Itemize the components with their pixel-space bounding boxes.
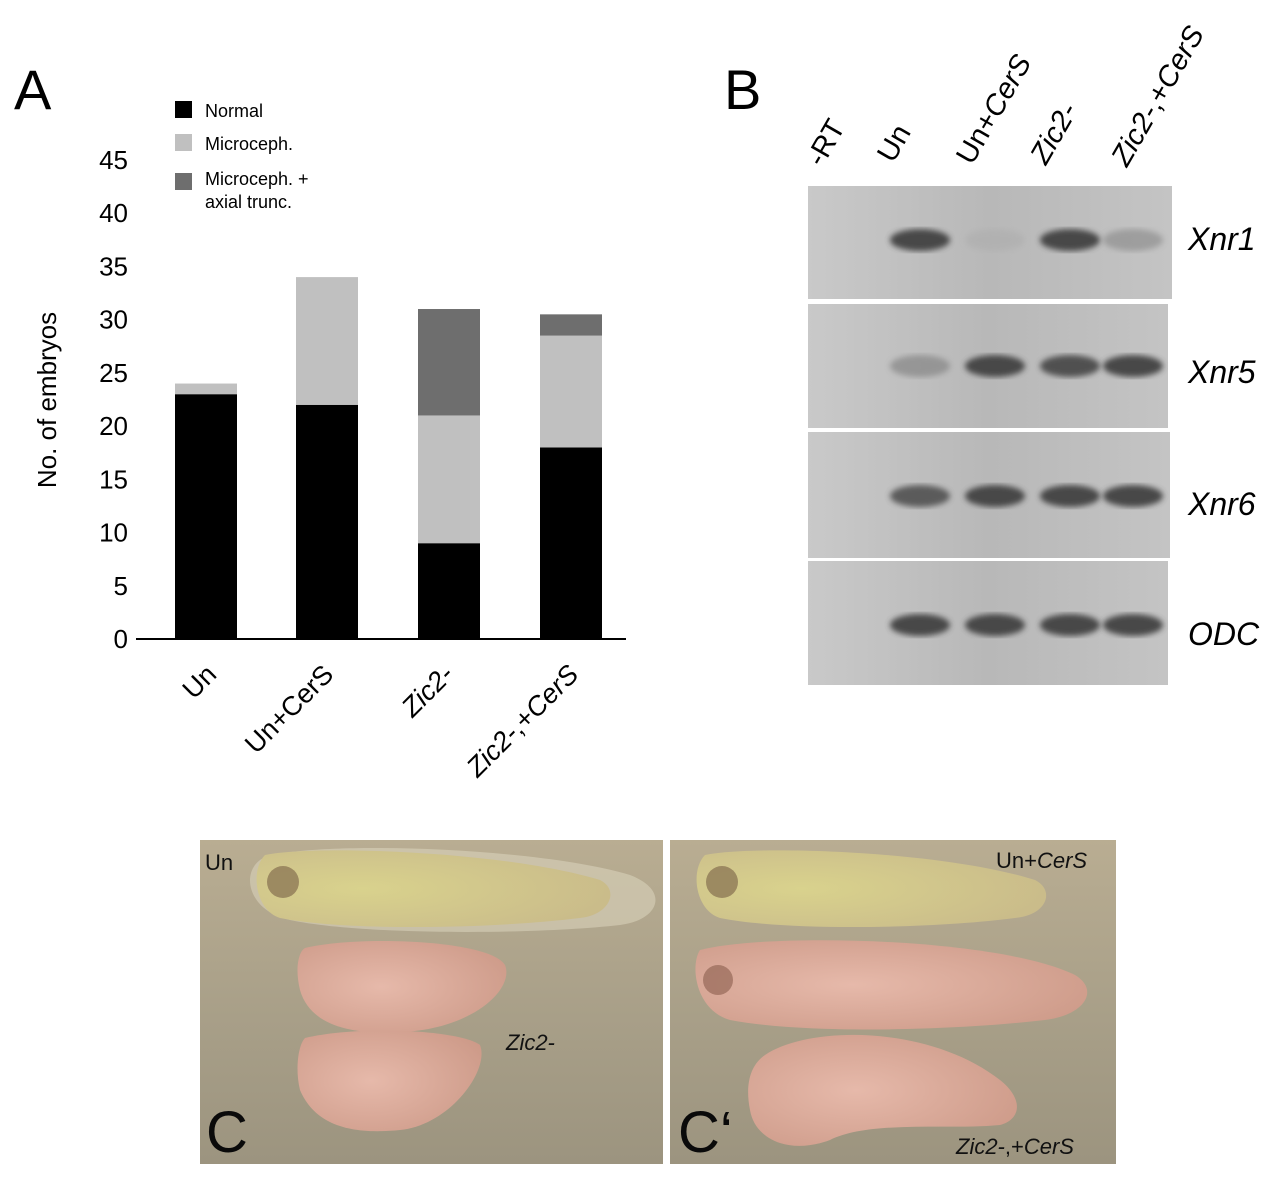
bar-segment-microceph [296,277,358,405]
gel-band [965,614,1025,636]
y-tick-label: 45 [99,145,128,175]
gel-band [1040,485,1100,507]
y-tick-label: 40 [99,198,128,228]
tadpole-images-c-prime [695,850,1088,1146]
photo-label-un-cers: Un+CerS [996,848,1088,873]
bar-segment-normal [418,543,480,639]
bar-segment-microceph [175,383,237,395]
chart-legend: Normal Microceph. Microceph. + axial tru… [175,101,309,212]
bar-segment-normal [175,394,237,639]
gene-label-xnr1: Xnr1 [1187,221,1256,257]
bar-segment-microceph-axial [418,309,480,416]
photo-panel-c: Un Zic2- C [200,840,663,1164]
y-tick-label: 35 [99,251,128,281]
gel-band [1103,485,1163,507]
y-tick-label: 10 [99,518,128,548]
y-tick-label: 30 [99,305,128,335]
lane-label: Zic2-,+CerS [1105,20,1211,172]
legend-label-microceph-axial-line2: axial trunc. [205,192,292,212]
photo-label-un: Un [205,850,234,875]
gel-band [890,229,950,251]
gel-band [965,355,1025,377]
gel-band [1040,355,1100,377]
gene-label-xnr5: Xnr5 [1187,354,1256,390]
lane-label: Un [871,119,917,167]
y-axis-label: No. of embryos [32,312,62,488]
gel-band [890,614,950,636]
bar-segment-microceph [540,335,602,448]
legend-label-microceph-axial-line1: Microceph. + [205,169,309,189]
lane-label: -RT [800,114,852,172]
gel-band [1040,614,1100,636]
y-tick-label: 15 [99,464,128,494]
bar-segment-normal [540,447,602,639]
tadpole-images-c [250,848,656,1132]
bars-group [175,277,602,639]
gel-band [965,485,1025,507]
panel-a-letter: A [14,58,52,121]
gene-label-odc: ODC [1188,616,1260,652]
gel-bands [890,229,1163,636]
legend-label-normal: Normal [205,101,263,121]
bar-segment-microceph-axial [540,314,602,336]
legend-swatch-normal [175,101,192,118]
gel-band [1103,229,1163,251]
legend-swatch-microceph [175,134,192,151]
bar-segment-microceph [418,415,480,544]
gel-band [1103,614,1163,636]
y-tick-label: 5 [114,571,128,601]
lane-label: Zic2- [1024,98,1084,171]
legend-label-microceph: Microceph. [205,134,293,154]
panel-c-letter: C [206,1100,248,1164]
gel-band [1040,229,1100,251]
gel-band [890,355,950,377]
gene-label-xnr6: Xnr6 [1187,486,1256,522]
y-tick-label: 0 [114,624,128,654]
panel-b-letter: B [724,58,762,121]
gel-panel: -RT Un Un+CerS Zic2- Zic2-,+CerS Xnr1 Xn… [800,20,1260,685]
photo-panel-c-prime: Un+CerS Zic2-,+CerS C‘ [670,840,1116,1164]
legend-swatch-microceph-axial [175,173,192,190]
photo-label-zic2: Zic2- [506,1030,555,1055]
gel-band [965,229,1025,251]
bar-segment-normal [296,404,358,639]
panel-c-prime-letter: C‘ [678,1100,733,1164]
gel-band [890,485,950,507]
stacked-bar-chart: Normal Microceph. Microceph. + axial tru… [32,101,626,783]
y-tick-label: 20 [99,411,128,441]
y-tick-label: 25 [99,358,128,388]
y-axis-ticks: 0 5 10 15 20 25 30 35 40 45 [99,145,128,654]
photo-label-zic2-cers: Zic2-,+CerS [956,1134,1074,1159]
gel-band [1103,355,1163,377]
